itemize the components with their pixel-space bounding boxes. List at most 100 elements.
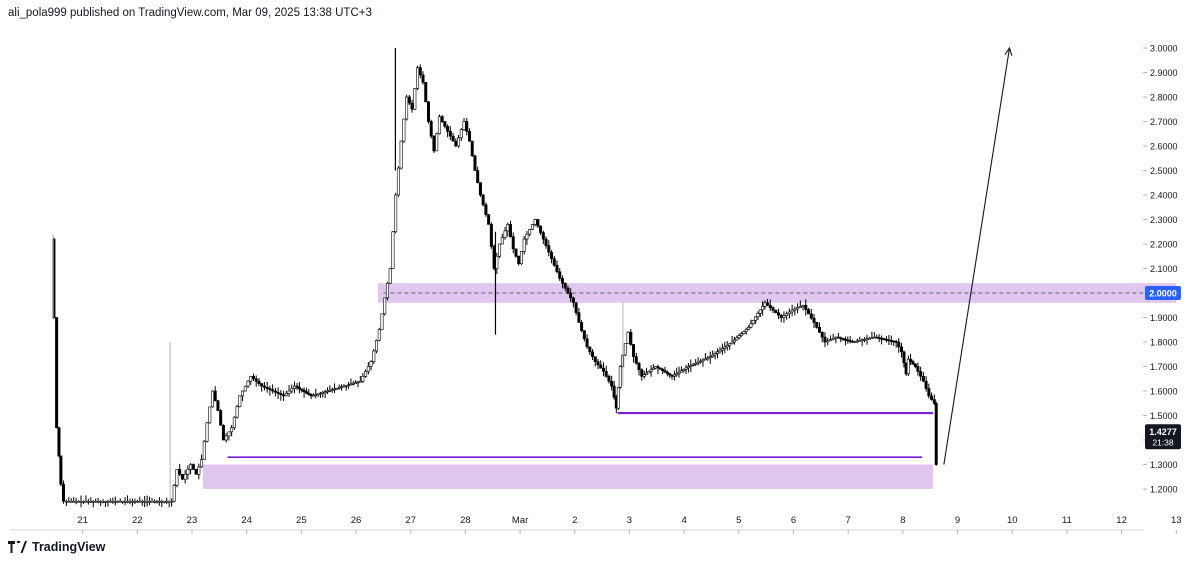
candle-body xyxy=(740,333,744,337)
projection-layer xyxy=(943,46,1013,465)
candle-body xyxy=(815,322,819,328)
candle-body xyxy=(413,88,417,110)
candle-body xyxy=(768,304,772,308)
candle-body xyxy=(55,317,59,429)
y-tick-label: 1.5000 xyxy=(1150,411,1178,421)
candle-body xyxy=(701,359,705,362)
candle-body xyxy=(232,416,236,429)
candle-body xyxy=(539,225,543,233)
candle-body xyxy=(290,388,294,392)
candle-body xyxy=(135,500,139,503)
candle-body xyxy=(834,336,838,339)
candle-body xyxy=(656,366,660,369)
candle-body xyxy=(843,338,847,341)
candle-body xyxy=(875,336,879,339)
candle-body xyxy=(632,344,636,358)
candle-body xyxy=(661,368,665,371)
current-price-tag xyxy=(1145,424,1181,450)
candle-body xyxy=(725,344,729,348)
candle-body xyxy=(152,500,156,503)
candle-body xyxy=(402,118,406,142)
candle-body xyxy=(140,500,144,503)
candle-body xyxy=(157,500,161,503)
candle-body xyxy=(347,384,351,387)
candle-body xyxy=(175,469,179,486)
candle-body xyxy=(555,264,559,273)
candle-body xyxy=(262,385,266,388)
candle-body xyxy=(696,361,700,364)
candle-body xyxy=(694,362,698,365)
candle-body xyxy=(718,349,722,353)
candle-body xyxy=(113,500,117,503)
candle-body xyxy=(796,307,800,310)
candle-body xyxy=(744,329,748,332)
candle-body xyxy=(596,361,600,366)
candle-body xyxy=(522,238,526,252)
candle-body xyxy=(372,350,376,362)
candle-body xyxy=(629,331,633,345)
candle-body xyxy=(328,389,332,392)
candle-body xyxy=(682,368,686,371)
candle-body xyxy=(418,67,422,76)
candle-body xyxy=(251,375,255,380)
x-tick-label: 28 xyxy=(460,515,471,526)
candle-body xyxy=(451,135,455,142)
tradingview-logo[interactable]: TradingView xyxy=(8,540,105,554)
candle-body xyxy=(443,121,447,127)
candle-body xyxy=(396,167,400,196)
candle-body xyxy=(230,427,234,433)
candle-body xyxy=(478,182,482,196)
candle-body xyxy=(59,455,63,485)
candle-body xyxy=(921,375,925,382)
candle-body xyxy=(208,406,212,424)
candle-body xyxy=(720,348,724,351)
candle-body xyxy=(276,391,280,394)
candle-body xyxy=(126,500,130,503)
candle-body xyxy=(758,309,762,314)
candle-body xyxy=(585,338,589,348)
y-tick-label: 2.7000 xyxy=(1150,117,1178,127)
candle-body xyxy=(224,435,228,441)
candle-body xyxy=(213,390,217,402)
candle-body xyxy=(271,389,275,392)
candle-body xyxy=(432,135,436,152)
candle-body xyxy=(708,356,712,359)
candle-body xyxy=(335,387,339,390)
candle-body xyxy=(530,224,534,230)
candle-body xyxy=(344,385,348,387)
candle-body xyxy=(238,395,242,407)
x-tick-label: Mar xyxy=(512,515,528,526)
candle-body xyxy=(528,229,532,235)
candle-body xyxy=(776,312,780,316)
candle-body xyxy=(735,337,739,341)
candle-body xyxy=(550,251,554,260)
candle-body xyxy=(927,388,931,397)
candle-body xyxy=(377,329,381,341)
candle-body xyxy=(563,282,567,289)
x-tick-label: 10 xyxy=(1007,515,1018,526)
candle-body xyxy=(790,309,794,313)
candle-body xyxy=(128,500,132,503)
candle-body xyxy=(476,170,480,184)
candle-body xyxy=(703,358,707,361)
candle-body xyxy=(498,243,502,257)
candle-body xyxy=(689,365,693,367)
candle-body xyxy=(210,390,214,408)
candle-body xyxy=(547,245,551,253)
x-tick-label: 9 xyxy=(955,515,960,526)
candle-body xyxy=(836,336,840,339)
candle-body xyxy=(779,314,783,318)
candle-body xyxy=(880,337,884,340)
candle-body xyxy=(143,500,147,503)
x-tick-label: 26 xyxy=(351,515,362,526)
candle-body xyxy=(69,500,73,503)
candle-body xyxy=(500,237,504,245)
candle-body xyxy=(782,315,786,318)
y-tick-label: 2.6000 xyxy=(1150,142,1178,152)
candle-body xyxy=(552,258,556,266)
candle-body xyxy=(155,500,159,503)
candle-body xyxy=(924,380,928,389)
candle-body xyxy=(761,305,765,311)
candle-body xyxy=(751,319,755,325)
